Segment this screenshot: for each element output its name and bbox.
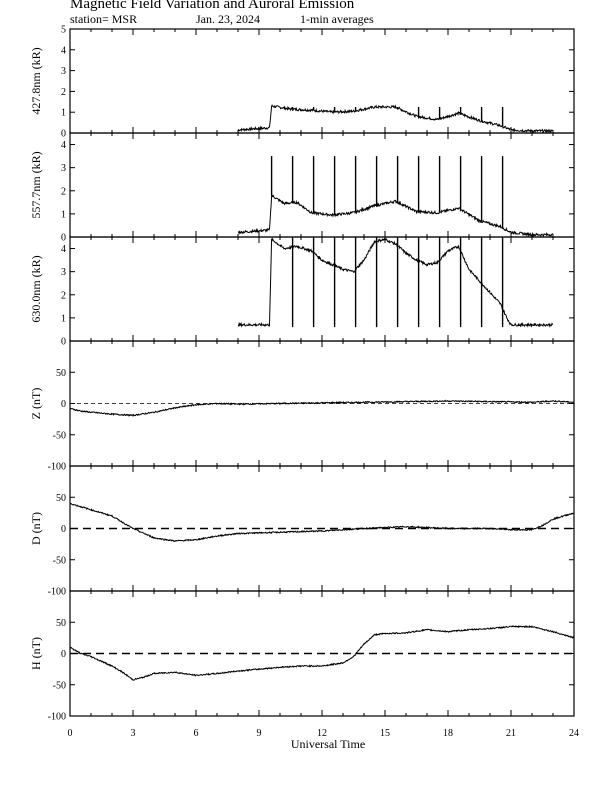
x-tick-label: 24 <box>569 728 579 739</box>
panel-emission-5577: 0 1 2 3 4 557.7nm (kR) <box>29 132 575 244</box>
y-axis-label: 427.8nm (kR) <box>29 47 43 114</box>
panel-emission-4278: 0 1 2 3 4 5 427.8nm (kR) <box>29 25 575 140</box>
date-label: Jan. 23, 2024 <box>196 12 260 26</box>
y-tick-label: 3 <box>61 267 66 278</box>
series-line <box>237 237 554 328</box>
chart-title: Magnetic Field Variation and Auroral Emi… <box>70 0 355 12</box>
panel-mag-h: -100 -50 0 50 H (nT) <box>29 590 575 723</box>
series-line <box>69 502 575 543</box>
y-tick-label: 3 <box>61 66 66 77</box>
y-tick-label: 4 <box>61 140 66 151</box>
y-tick-label: 50 <box>56 618 66 629</box>
x-tick-label: 12 <box>317 728 327 739</box>
panel-frame <box>69 132 575 238</box>
x-tick-label: 15 <box>380 728 390 739</box>
y-tick-label: -100 <box>48 712 66 723</box>
y-tick-label: 0 <box>61 399 66 410</box>
x-tick-label: 21 <box>506 728 516 739</box>
y-tick-label: -50 <box>53 680 66 691</box>
x-tick-label: 9 <box>257 728 262 739</box>
y-tick-label: -50 <box>53 555 66 566</box>
y-tick-label: 0 <box>61 337 66 348</box>
y-axis-label: H (nT) <box>29 637 43 670</box>
panel-frame <box>69 28 575 134</box>
series-line <box>69 624 575 681</box>
y-tick-label: 3 <box>61 163 66 174</box>
averaging-label: 1-min averages <box>300 12 374 26</box>
y-tick-label: 50 <box>56 493 66 504</box>
y-tick-label: 2 <box>61 186 66 197</box>
y-tick-label: 4 <box>61 45 66 56</box>
panel-mag-d: -100 -50 0 50 D (nT) <box>29 465 575 598</box>
y-tick-label: -100 <box>48 587 66 598</box>
y-tick-label: 0 <box>61 649 66 660</box>
y-tick-label: 5 <box>61 25 66 36</box>
y-axis-label: 630.0nm (kR) <box>29 255 43 322</box>
series-line <box>69 399 575 418</box>
x-tick-label: 0 <box>68 728 73 739</box>
y-tick-label: 50 <box>56 368 66 379</box>
y-axis-label: D (nT) <box>29 512 43 545</box>
x-tick-label: 6 <box>194 728 199 739</box>
y-tick-label: 1 <box>61 108 66 119</box>
panel-frame <box>69 236 575 342</box>
y-tick-label: 2 <box>61 87 66 98</box>
panel-mag-z: -100 -50 0 50 Z (nT) <box>29 340 575 473</box>
x-tick-label: 18 <box>443 728 453 739</box>
x-axis-label: Universal Time <box>291 737 365 751</box>
y-axis-label: Z (nT) <box>29 388 43 420</box>
y-tick-label: 1 <box>61 313 66 324</box>
y-tick-label: 0 <box>61 129 66 140</box>
y-tick-label: -50 <box>53 430 66 441</box>
panel-emission-6300: 0 1 2 3 4 630.0nm (kR) <box>29 236 575 348</box>
y-tick-label: 0 <box>61 524 66 535</box>
y-tick-label: 1 <box>61 209 66 220</box>
y-axis-label: 557.7nm (kR) <box>29 151 43 218</box>
y-tick-label: 0 <box>61 233 66 244</box>
x-axis: Universal Time 0 3 6 9 12 15 18 21 24 <box>68 728 580 751</box>
x-tick-label: 3 <box>131 728 136 739</box>
series-line <box>237 194 554 238</box>
y-tick-label: -100 <box>48 462 66 473</box>
series-line <box>237 104 554 134</box>
station-label: station= MSR <box>70 12 138 26</box>
y-tick-label: 4 <box>61 244 66 255</box>
y-tick-label: 2 <box>61 290 66 301</box>
